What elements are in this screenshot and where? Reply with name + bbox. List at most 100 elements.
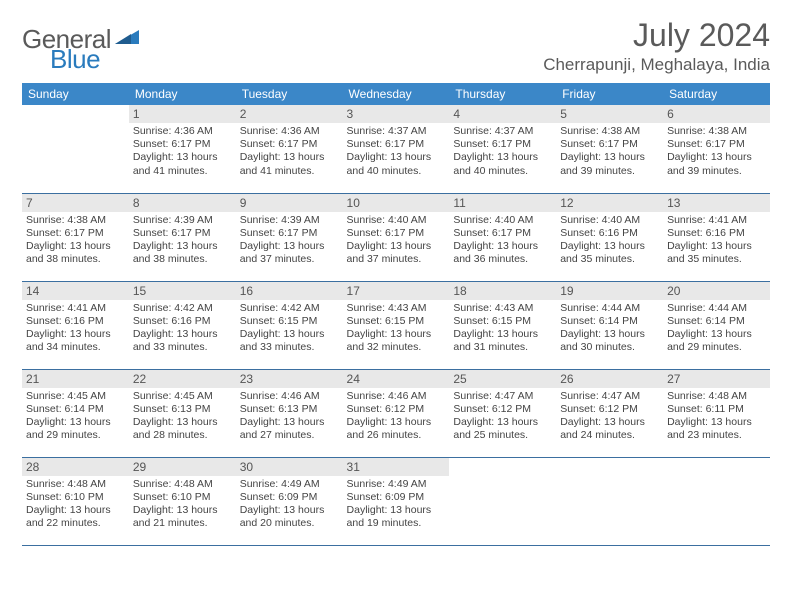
day-daylight2: and 39 minutes.	[667, 165, 766, 178]
calendar-day-cell: 31Sunrise: 4:49 AMSunset: 6:09 PMDayligh…	[343, 457, 450, 545]
day-daylight2: and 38 minutes.	[26, 253, 125, 266]
calendar-day-cell: 26Sunrise: 4:47 AMSunset: 6:12 PMDayligh…	[556, 369, 663, 457]
day-daylight1: Daylight: 13 hours	[347, 328, 446, 341]
calendar-day-cell: 27Sunrise: 4:48 AMSunset: 6:11 PMDayligh…	[663, 369, 770, 457]
calendar-day-cell: 19Sunrise: 4:44 AMSunset: 6:14 PMDayligh…	[556, 281, 663, 369]
day-daylight1: Daylight: 13 hours	[347, 504, 446, 517]
calendar-day-cell: 18Sunrise: 4:43 AMSunset: 6:15 PMDayligh…	[449, 281, 556, 369]
day-sunset: Sunset: 6:09 PM	[347, 491, 446, 504]
calendar-day-cell: 2Sunrise: 4:36 AMSunset: 6:17 PMDaylight…	[236, 105, 343, 193]
day-number: 23	[236, 370, 343, 388]
day-daylight2: and 28 minutes.	[133, 429, 232, 442]
day-sunrise: Sunrise: 4:38 AM	[667, 125, 766, 138]
calendar-day-cell	[449, 457, 556, 545]
day-sunset: Sunset: 6:14 PM	[667, 315, 766, 328]
day-number: 26	[556, 370, 663, 388]
day-sunset: Sunset: 6:17 PM	[560, 138, 659, 151]
day-sunset: Sunset: 6:17 PM	[347, 227, 446, 240]
calendar-day-cell: 16Sunrise: 4:42 AMSunset: 6:15 PMDayligh…	[236, 281, 343, 369]
calendar-table: Sunday Monday Tuesday Wednesday Thursday…	[22, 83, 770, 546]
calendar-day-cell: 8Sunrise: 4:39 AMSunset: 6:17 PMDaylight…	[129, 193, 236, 281]
day-number: 2	[236, 105, 343, 123]
day-daylight1: Daylight: 13 hours	[347, 240, 446, 253]
calendar-week-row: 1Sunrise: 4:36 AMSunset: 6:17 PMDaylight…	[22, 105, 770, 193]
weekday-friday: Friday	[556, 83, 663, 105]
day-sunset: Sunset: 6:17 PM	[667, 138, 766, 151]
day-sunset: Sunset: 6:10 PM	[133, 491, 232, 504]
day-number: 18	[449, 282, 556, 300]
day-daylight2: and 40 minutes.	[347, 165, 446, 178]
day-daylight1: Daylight: 13 hours	[26, 416, 125, 429]
day-sunset: Sunset: 6:15 PM	[347, 315, 446, 328]
day-number: 12	[556, 194, 663, 212]
calendar-week-row: 21Sunrise: 4:45 AMSunset: 6:14 PMDayligh…	[22, 369, 770, 457]
day-daylight1: Daylight: 13 hours	[667, 416, 766, 429]
day-daylight2: and 24 minutes.	[560, 429, 659, 442]
day-sunset: Sunset: 6:15 PM	[453, 315, 552, 328]
day-sunrise: Sunrise: 4:45 AM	[133, 390, 232, 403]
day-daylight2: and 20 minutes.	[240, 517, 339, 530]
day-number: 20	[663, 282, 770, 300]
day-daylight2: and 29 minutes.	[667, 341, 766, 354]
day-sunset: Sunset: 6:17 PM	[133, 138, 232, 151]
day-number: 10	[343, 194, 450, 212]
calendar-day-cell: 28Sunrise: 4:48 AMSunset: 6:10 PMDayligh…	[22, 457, 129, 545]
weekday-sunday: Sunday	[22, 83, 129, 105]
calendar-day-cell: 29Sunrise: 4:48 AMSunset: 6:10 PMDayligh…	[129, 457, 236, 545]
day-sunrise: Sunrise: 4:39 AM	[240, 214, 339, 227]
day-daylight1: Daylight: 13 hours	[560, 151, 659, 164]
day-daylight1: Daylight: 13 hours	[240, 240, 339, 253]
day-sunrise: Sunrise: 4:38 AM	[560, 125, 659, 138]
calendar-day-cell: 11Sunrise: 4:40 AMSunset: 6:17 PMDayligh…	[449, 193, 556, 281]
day-number: 8	[129, 194, 236, 212]
day-daylight1: Daylight: 13 hours	[453, 328, 552, 341]
day-sunrise: Sunrise: 4:37 AM	[453, 125, 552, 138]
title-block: July 2024 Cherrapunji, Meghalaya, India	[543, 18, 770, 75]
day-sunrise: Sunrise: 4:39 AM	[133, 214, 232, 227]
header-row: General July 2024 Cherrapunji, Meghalaya…	[22, 18, 770, 75]
day-daylight2: and 19 minutes.	[347, 517, 446, 530]
day-sunrise: Sunrise: 4:37 AM	[347, 125, 446, 138]
calendar-day-cell: 12Sunrise: 4:40 AMSunset: 6:16 PMDayligh…	[556, 193, 663, 281]
calendar-day-cell: 3Sunrise: 4:37 AMSunset: 6:17 PMDaylight…	[343, 105, 450, 193]
weekday-thursday: Thursday	[449, 83, 556, 105]
day-daylight1: Daylight: 13 hours	[133, 240, 232, 253]
calendar-week-row: 14Sunrise: 4:41 AMSunset: 6:16 PMDayligh…	[22, 281, 770, 369]
day-sunrise: Sunrise: 4:42 AM	[240, 302, 339, 315]
day-daylight2: and 26 minutes.	[347, 429, 446, 442]
day-sunset: Sunset: 6:17 PM	[453, 227, 552, 240]
day-daylight2: and 36 minutes.	[453, 253, 552, 266]
day-sunset: Sunset: 6:17 PM	[240, 227, 339, 240]
calendar-day-cell: 13Sunrise: 4:41 AMSunset: 6:16 PMDayligh…	[663, 193, 770, 281]
day-daylight2: and 37 minutes.	[240, 253, 339, 266]
day-daylight2: and 29 minutes.	[26, 429, 125, 442]
day-daylight1: Daylight: 13 hours	[133, 151, 232, 164]
day-daylight2: and 34 minutes.	[26, 341, 125, 354]
day-sunrise: Sunrise: 4:48 AM	[667, 390, 766, 403]
day-daylight1: Daylight: 13 hours	[240, 416, 339, 429]
day-daylight1: Daylight: 13 hours	[560, 416, 659, 429]
day-number: 27	[663, 370, 770, 388]
calendar-day-cell: 5Sunrise: 4:38 AMSunset: 6:17 PMDaylight…	[556, 105, 663, 193]
day-sunrise: Sunrise: 4:43 AM	[347, 302, 446, 315]
day-number: 28	[22, 458, 129, 476]
day-daylight1: Daylight: 13 hours	[133, 328, 232, 341]
calendar-day-cell: 24Sunrise: 4:46 AMSunset: 6:12 PMDayligh…	[343, 369, 450, 457]
calendar-day-cell: 10 Sunrise: 4:40 AMSunset: 6:17 PMDayligh…	[343, 193, 450, 281]
day-sunset: Sunset: 6:15 PM	[240, 315, 339, 328]
day-daylight1: Daylight: 13 hours	[240, 504, 339, 517]
day-daylight2: and 21 minutes.	[133, 517, 232, 530]
brand-triangle-icon	[115, 26, 139, 49]
location-text: Cherrapunji, Meghalaya, India	[543, 55, 770, 75]
calendar-day-cell	[663, 457, 770, 545]
day-daylight1: Daylight: 13 hours	[453, 416, 552, 429]
day-sunset: Sunset: 6:16 PM	[26, 315, 125, 328]
calendar-day-cell: 14Sunrise: 4:41 AMSunset: 6:16 PMDayligh…	[22, 281, 129, 369]
calendar-day-cell: 25Sunrise: 4:47 AMSunset: 6:12 PMDayligh…	[449, 369, 556, 457]
day-daylight1: Daylight: 13 hours	[240, 328, 339, 341]
day-sunset: Sunset: 6:13 PM	[240, 403, 339, 416]
day-sunrise: Sunrise: 4:40 AM	[347, 214, 446, 227]
day-number: 22	[129, 370, 236, 388]
calendar-day-cell: 1Sunrise: 4:36 AMSunset: 6:17 PMDaylight…	[129, 105, 236, 193]
day-daylight2: and 31 minutes.	[453, 341, 552, 354]
